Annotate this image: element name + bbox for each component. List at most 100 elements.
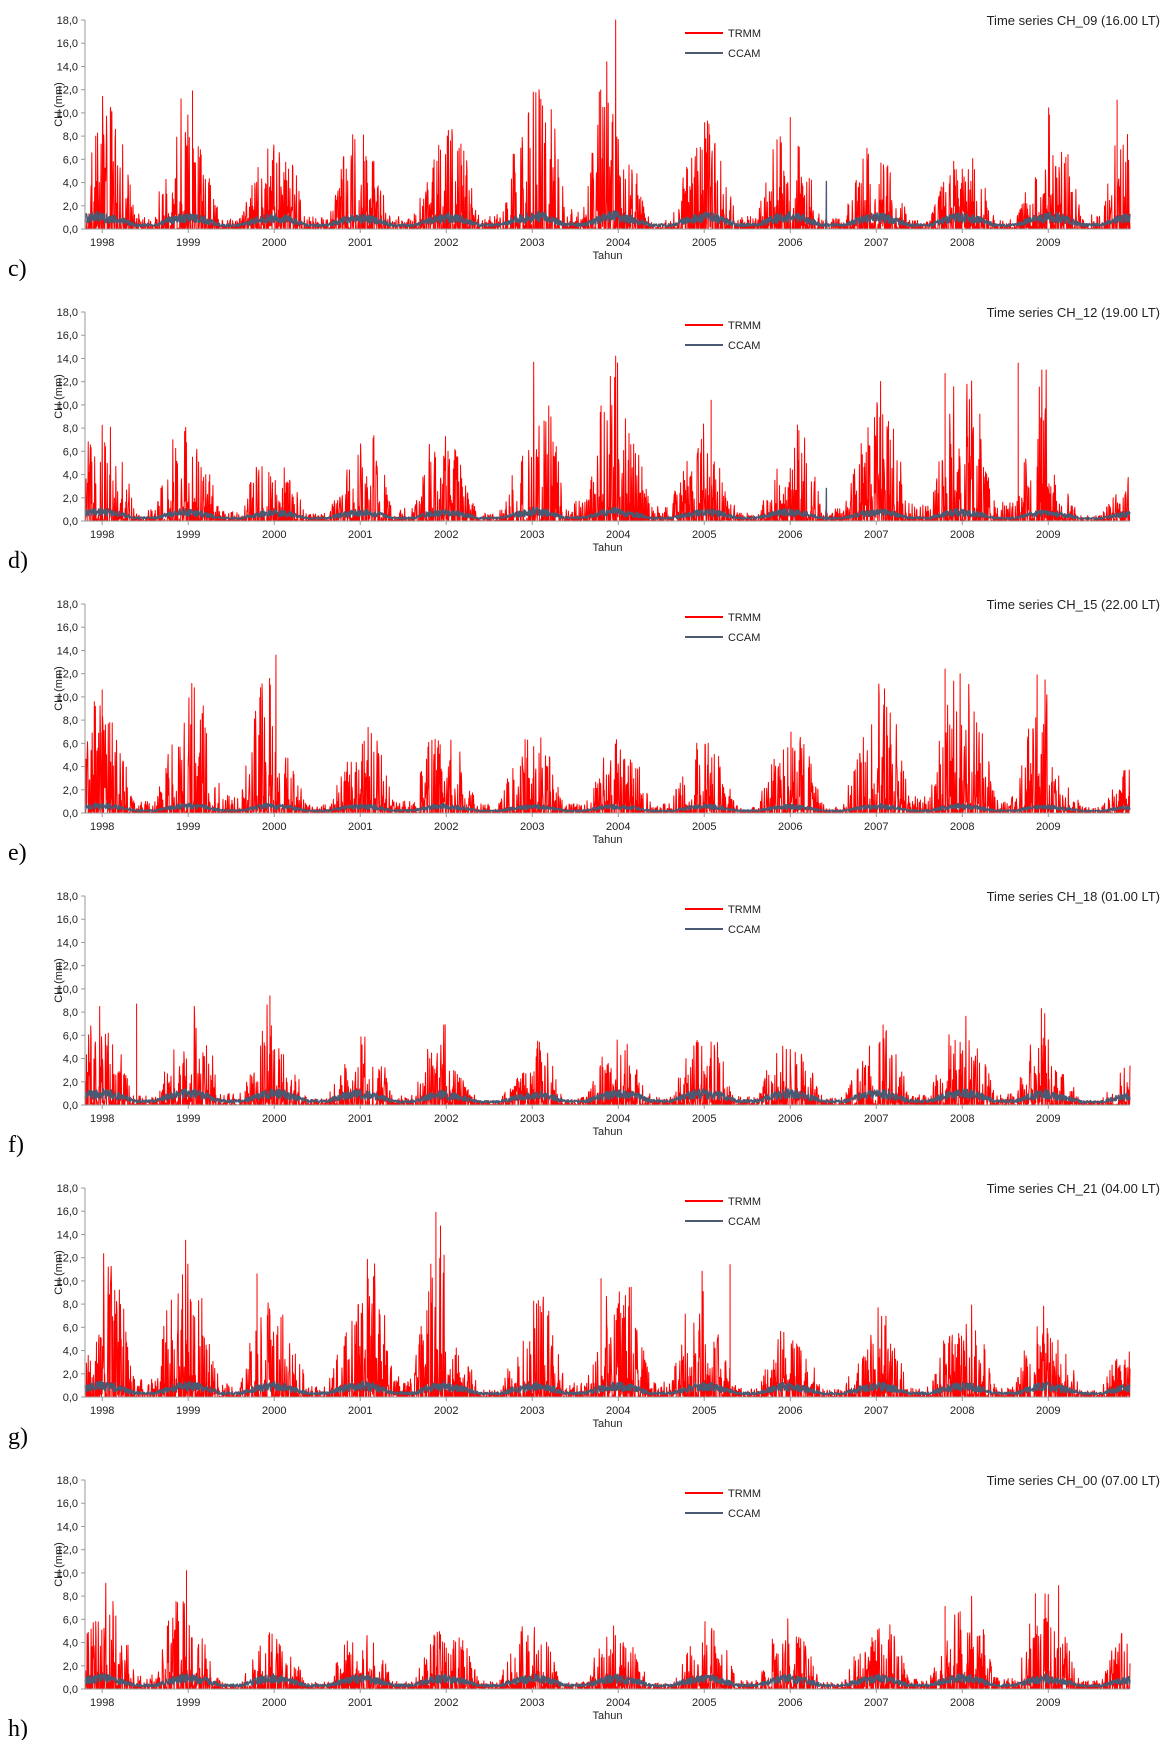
x-tick-label: 1998 bbox=[90, 237, 114, 249]
y-axis-label: CH (mm) bbox=[53, 1542, 65, 1587]
y-tick-label: 16,0 bbox=[57, 622, 78, 634]
series-line-ccam bbox=[84, 1673, 1131, 1688]
legend-label-trmm: TRMM bbox=[728, 28, 761, 40]
x-tick-label: 2009 bbox=[1036, 237, 1060, 249]
x-tick-label: 1999 bbox=[176, 1113, 200, 1125]
y-tick-label: 0,0 bbox=[63, 1392, 78, 1404]
panel-label: d) bbox=[8, 548, 28, 574]
x-tick-label: 2006 bbox=[778, 821, 802, 833]
y-tick-label: 12,0 bbox=[57, 1253, 78, 1265]
panel-label: g) bbox=[8, 1424, 28, 1450]
x-tick-label: 2009 bbox=[1036, 529, 1060, 541]
y-tick-label: 6,0 bbox=[63, 1614, 78, 1626]
y-tick-label: 6,0 bbox=[63, 738, 78, 750]
series-line-trmm bbox=[84, 995, 1131, 1106]
x-tick-label: 2004 bbox=[606, 529, 630, 541]
x-tick-label: 1998 bbox=[90, 1405, 114, 1417]
x-tick-label: 1999 bbox=[176, 529, 200, 541]
y-tick-label: 16,0 bbox=[57, 1498, 78, 1510]
x-tick-label: 1999 bbox=[176, 1405, 200, 1417]
chart-panel-5: 0,0 2,0 4,0 6,0 8,0 10,0 12,0 14,0 16,0 18,0 1998 1… bbox=[8, 1181, 1160, 1450]
y-tick-label: 8,0 bbox=[63, 1007, 78, 1019]
x-tick-label: 2005 bbox=[692, 821, 716, 833]
chart-title: Time series CH_09 (16.00 LT) bbox=[987, 13, 1160, 28]
x-axis-label: Tahun bbox=[593, 1418, 623, 1430]
y-tick-label: 0,0 bbox=[63, 1100, 78, 1112]
x-tick-label: 2002 bbox=[434, 821, 458, 833]
series-line-ccam bbox=[84, 1087, 1131, 1104]
legend-label-ccam: CCAM bbox=[728, 924, 760, 936]
x-tick-label: 2000 bbox=[262, 237, 286, 249]
x-tick-label: 2009 bbox=[1036, 1697, 1060, 1709]
x-tick-label: 2003 bbox=[520, 529, 544, 541]
x-tick-label: 2009 bbox=[1036, 1113, 1060, 1125]
y-tick-label: 18,0 bbox=[57, 307, 78, 319]
x-tick-label: 2008 bbox=[950, 1113, 974, 1125]
y-tick-label: 12,0 bbox=[57, 85, 78, 97]
y-tick-label: 2,0 bbox=[63, 785, 78, 797]
x-tick-label: 2007 bbox=[864, 1697, 888, 1709]
chart-panel-6: 0,0 2,0 4,0 6,0 8,0 10,0 12,0 14,0 16,0 18,0 1998 1… bbox=[8, 1473, 1160, 1740]
x-tick-label: 2000 bbox=[262, 1113, 286, 1125]
y-tick-label: 18,0 bbox=[57, 891, 78, 903]
y-tick-label: 12,0 bbox=[57, 377, 78, 389]
x-tick-label: 1998 bbox=[90, 1697, 114, 1709]
y-tick-label: 18,0 bbox=[57, 1475, 78, 1487]
y-tick-label: 0,0 bbox=[63, 516, 78, 528]
x-tick-label: 2004 bbox=[606, 821, 630, 833]
y-tick-label: 0,0 bbox=[63, 1684, 78, 1696]
x-tick-label: 2001 bbox=[348, 237, 372, 249]
y-tick-label: 0,0 bbox=[63, 808, 78, 820]
y-tick-label: 10,0 bbox=[57, 984, 78, 996]
x-tick-label: 2008 bbox=[950, 237, 974, 249]
x-tick-label: 2008 bbox=[950, 529, 974, 541]
x-tick-label: 2001 bbox=[348, 1697, 372, 1709]
y-tick-label: 2,0 bbox=[63, 1661, 78, 1673]
x-tick-label: 2008 bbox=[950, 1405, 974, 1417]
x-tick-label: 2001 bbox=[348, 821, 372, 833]
y-tick-label: 4,0 bbox=[63, 1638, 78, 1650]
legend-label-trmm: TRMM bbox=[728, 1196, 761, 1208]
y-tick-label: 16,0 bbox=[57, 1206, 78, 1218]
y-tick-label: 14,0 bbox=[57, 1521, 78, 1533]
x-tick-label: 2005 bbox=[692, 1405, 716, 1417]
x-tick-label: 2006 bbox=[778, 1113, 802, 1125]
y-tick-label: 4,0 bbox=[63, 178, 78, 190]
x-tick-label: 2002 bbox=[434, 529, 458, 541]
y-axis-label: CH (mm) bbox=[53, 1250, 65, 1295]
x-tick-label: 1999 bbox=[176, 1697, 200, 1709]
x-tick-label: 2008 bbox=[950, 1697, 974, 1709]
x-axis-label: Tahun bbox=[593, 1710, 623, 1722]
series-line-trmm bbox=[84, 355, 1131, 522]
y-tick-label: 6,0 bbox=[63, 446, 78, 458]
y-tick-label: 14,0 bbox=[57, 353, 78, 365]
y-tick-label: 8,0 bbox=[63, 715, 78, 727]
x-tick-label: 2002 bbox=[434, 1113, 458, 1125]
y-tick-label: 16,0 bbox=[57, 914, 78, 926]
x-tick-label: 2006 bbox=[778, 1405, 802, 1417]
chart-title: Time series CH_00 (07.00 LT) bbox=[987, 1473, 1160, 1488]
y-axis-label: CH (mm) bbox=[53, 374, 65, 419]
panel-label: f) bbox=[8, 1132, 24, 1158]
x-axis-label: Tahun bbox=[593, 250, 623, 262]
y-axis-label: CH (mm) bbox=[53, 958, 65, 1003]
x-tick-label: 2006 bbox=[778, 529, 802, 541]
x-tick-label: 1998 bbox=[90, 821, 114, 833]
chart-panel-4: 0,0 2,0 4,0 6,0 8,0 10,0 12,0 14,0 16,0 18,0 1998 1… bbox=[8, 889, 1160, 1158]
x-axis-label: Tahun bbox=[593, 542, 623, 554]
x-tick-label: 2005 bbox=[692, 529, 716, 541]
y-tick-label: 8,0 bbox=[63, 1591, 78, 1603]
y-tick-label: 18,0 bbox=[57, 1183, 78, 1195]
x-tick-label: 2002 bbox=[434, 1405, 458, 1417]
y-tick-label: 14,0 bbox=[57, 1229, 78, 1241]
x-tick-label: 1999 bbox=[176, 237, 200, 249]
x-tick-label: 2002 bbox=[434, 1697, 458, 1709]
y-tick-label: 12,0 bbox=[57, 961, 78, 973]
series-line-ccam bbox=[84, 487, 1131, 521]
series-line-trmm bbox=[84, 1570, 1131, 1690]
y-tick-label: 8,0 bbox=[63, 423, 78, 435]
x-tick-label: 2003 bbox=[520, 1697, 544, 1709]
y-tick-label: 2,0 bbox=[63, 1369, 78, 1381]
x-tick-label: 2004 bbox=[606, 1405, 630, 1417]
